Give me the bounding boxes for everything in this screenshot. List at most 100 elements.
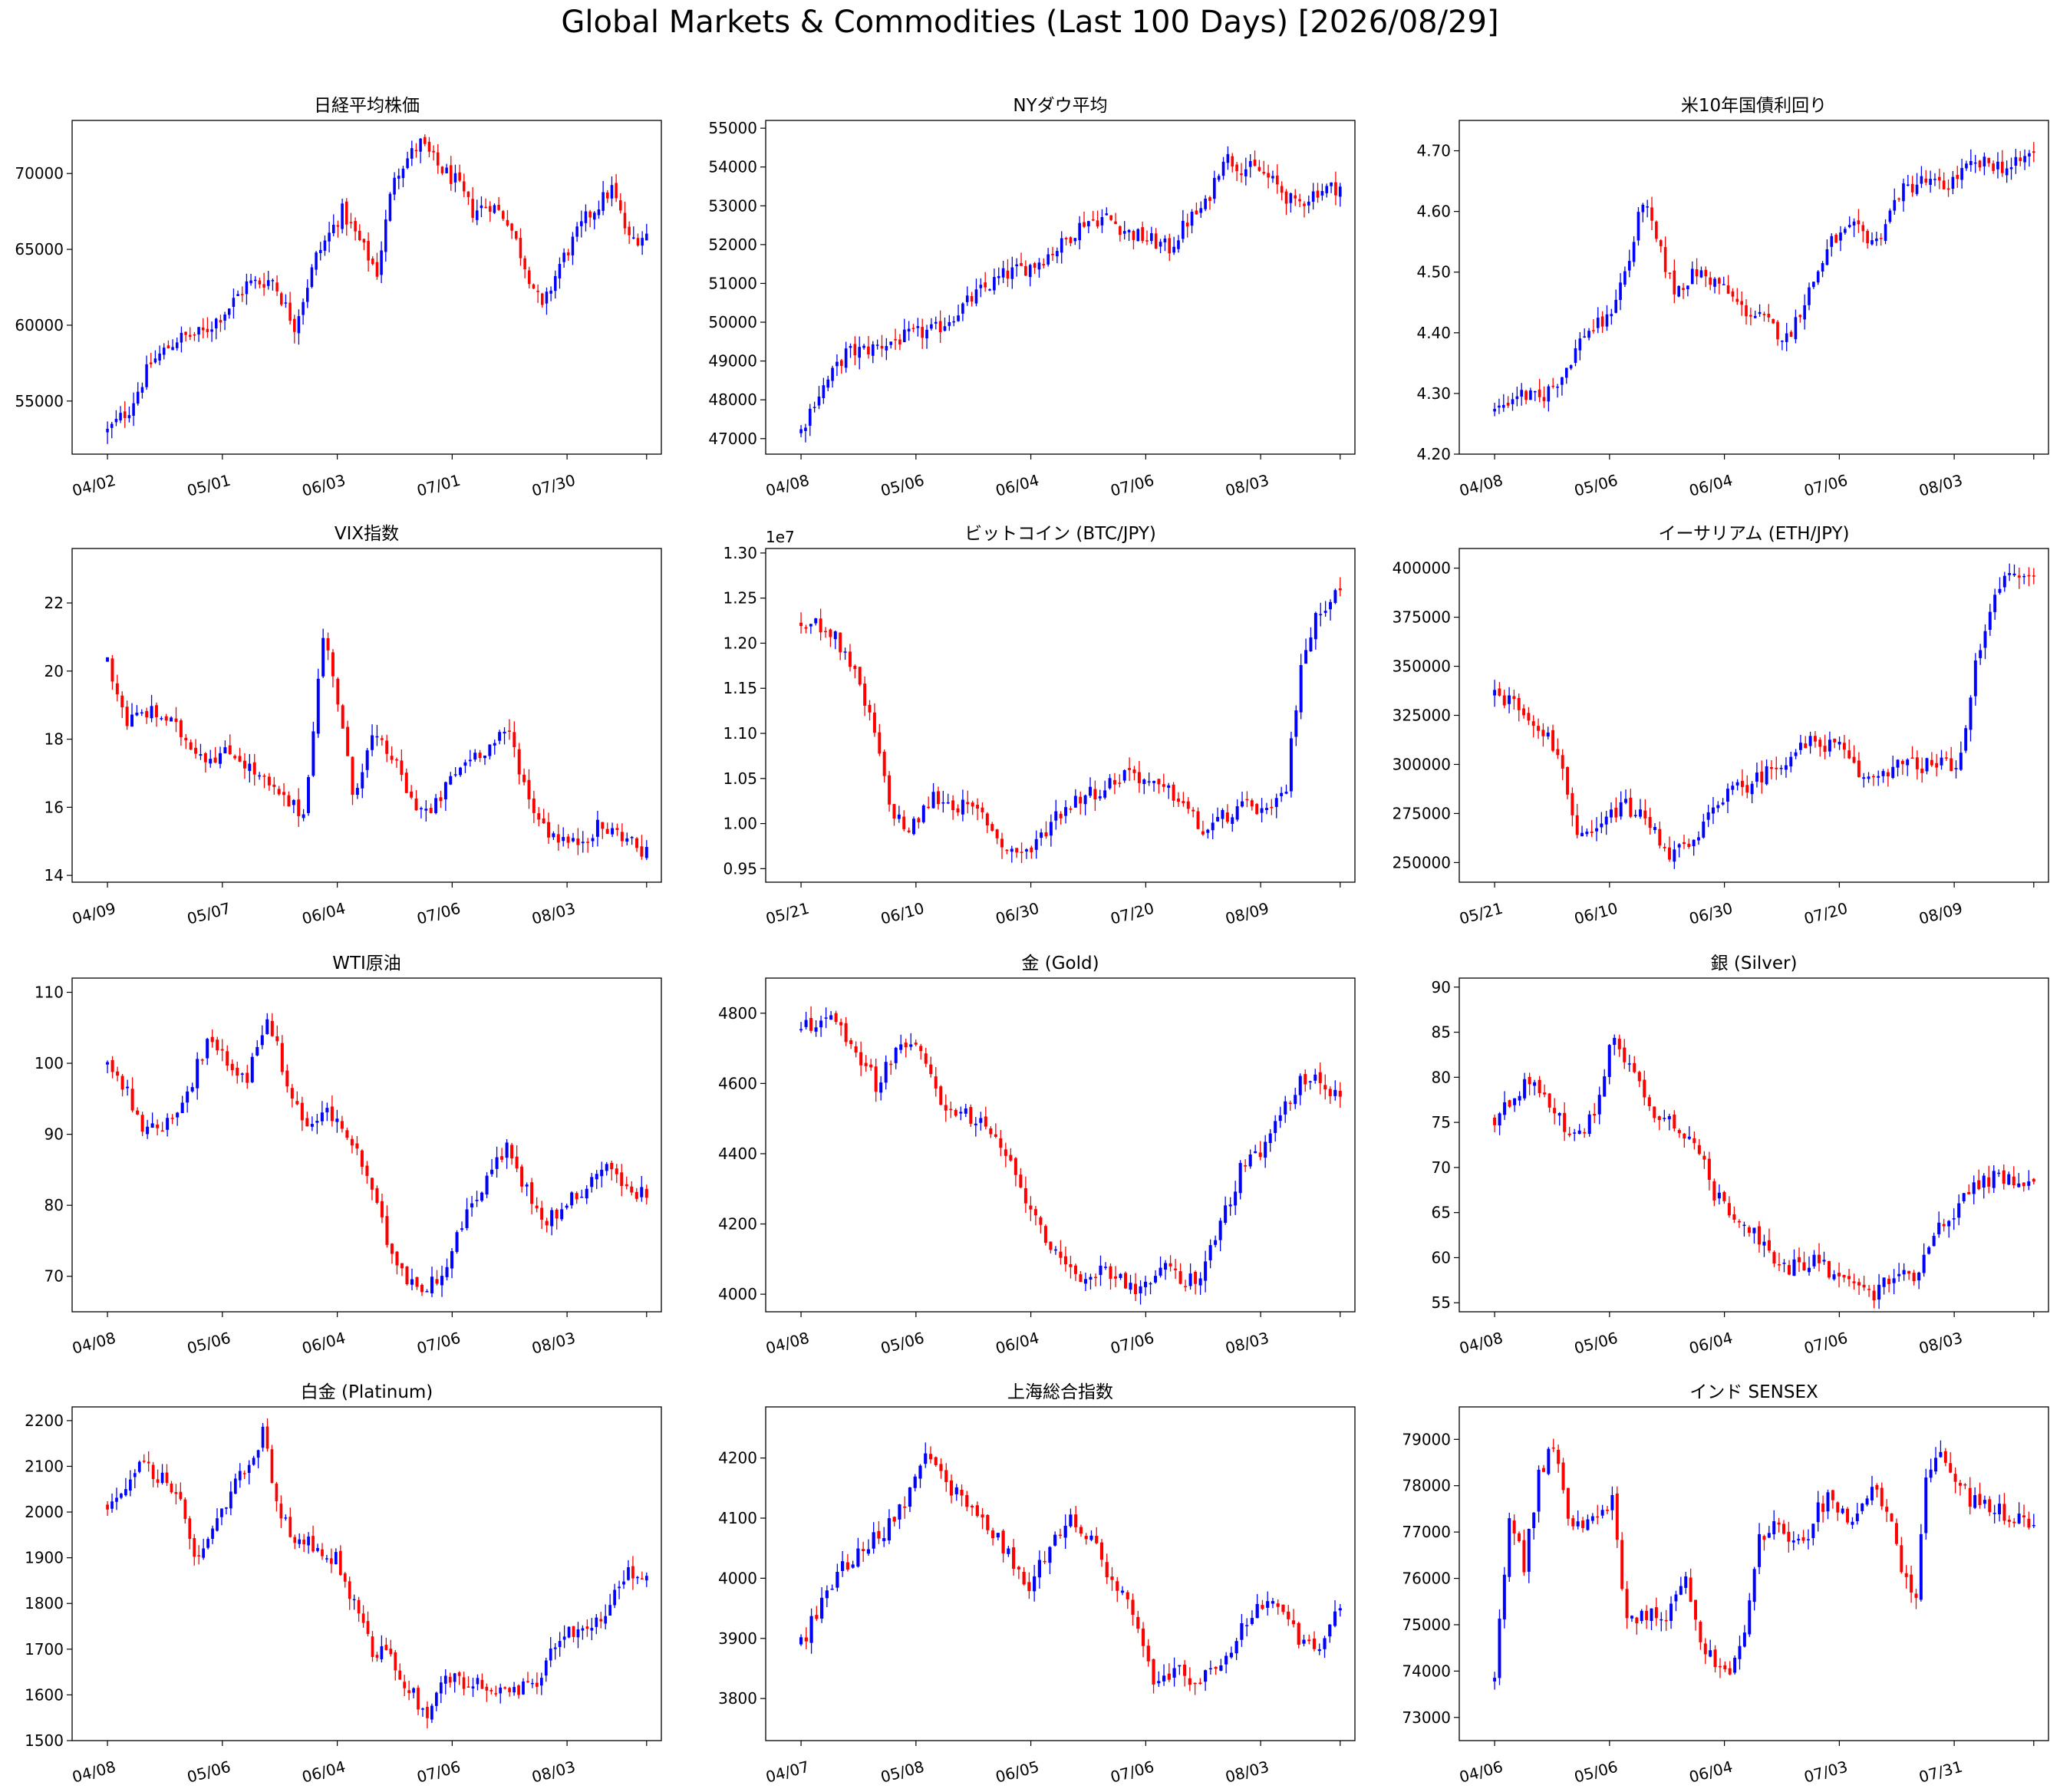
candle-body xyxy=(1015,848,1019,853)
candle-body xyxy=(1785,333,1788,342)
y-tick-label: 65 xyxy=(1432,1204,1451,1222)
candle-body xyxy=(202,1548,205,1558)
candle-body xyxy=(1812,1254,1816,1267)
candle-body xyxy=(580,221,583,226)
candle-body xyxy=(485,1175,489,1195)
candle-body xyxy=(539,1678,543,1686)
candle-body xyxy=(1044,832,1048,837)
y-tick-label: 76000 xyxy=(1402,1570,1451,1588)
candle-body xyxy=(206,328,209,332)
candle-body xyxy=(1745,305,1748,317)
candle-body xyxy=(106,657,110,662)
candle-body xyxy=(1561,755,1564,769)
candle-body xyxy=(1195,210,1198,215)
candle-body xyxy=(1053,1249,1057,1251)
y-tick-label: 3900 xyxy=(718,1629,757,1648)
candle-body xyxy=(799,622,803,627)
candle-body xyxy=(1528,1076,1531,1085)
candles xyxy=(1493,142,2035,417)
candle-body xyxy=(1910,1574,1913,1593)
candle-body xyxy=(470,1203,474,1207)
candle-body xyxy=(1595,828,1598,832)
candle-body xyxy=(975,1505,979,1517)
candle-body xyxy=(331,652,335,677)
candle-body xyxy=(1924,1477,1928,1533)
candle-body xyxy=(405,1266,409,1285)
candle-body xyxy=(1712,807,1715,814)
candle-body xyxy=(1214,1240,1218,1245)
candle-body xyxy=(1304,1074,1307,1085)
candle-body xyxy=(375,1655,379,1658)
candle-body xyxy=(877,1530,881,1539)
candle-body xyxy=(393,177,396,195)
candle-body xyxy=(346,726,350,756)
candle-body xyxy=(262,284,265,288)
y-tick-label: 75 xyxy=(1432,1113,1451,1132)
candle-body xyxy=(505,1142,509,1158)
candle-body xyxy=(1264,1141,1267,1158)
candle-body xyxy=(1188,1273,1192,1286)
candle-body xyxy=(532,798,536,813)
candle-body xyxy=(162,348,166,355)
candle-body xyxy=(1064,807,1068,816)
candle-body xyxy=(260,1035,264,1046)
candle-body xyxy=(924,1053,928,1064)
candle-body xyxy=(1211,822,1215,831)
candle-body xyxy=(1338,1608,1342,1611)
candle-body xyxy=(562,252,565,262)
y-tick-label: 51000 xyxy=(708,274,757,292)
candle-body xyxy=(916,326,920,328)
y-tick-label: 78000 xyxy=(1402,1477,1451,1495)
candle-body xyxy=(1245,799,1249,801)
candle-body xyxy=(293,1537,297,1543)
candle-body xyxy=(1747,1227,1751,1234)
candle-body xyxy=(1669,1603,1673,1621)
x-tick-label: 05/06 xyxy=(878,1329,926,1358)
candle-body xyxy=(466,191,470,197)
candle-body xyxy=(510,223,513,231)
candle-body xyxy=(1821,262,1824,272)
candle-body xyxy=(535,1205,539,1209)
candle-body xyxy=(540,1207,544,1220)
candle-body xyxy=(1262,172,1266,174)
candle-body xyxy=(1095,1536,1099,1543)
candle-body xyxy=(1498,1113,1501,1126)
candle-body xyxy=(156,1124,160,1128)
candle-body xyxy=(1074,1514,1078,1527)
candle-body xyxy=(1064,238,1068,240)
candle-body xyxy=(1338,186,1342,197)
panel-title: 上海総合指数 xyxy=(1007,1382,1113,1402)
candle-body xyxy=(2032,151,2035,153)
candle-body xyxy=(1177,798,1180,802)
y-tick-label: 2200 xyxy=(25,1412,64,1430)
candle-body xyxy=(1196,811,1200,829)
candle-body xyxy=(1060,238,1063,253)
candle-body xyxy=(1334,182,1337,196)
candle-body xyxy=(1973,660,1977,697)
candle-body xyxy=(1610,1494,1614,1510)
candle-body xyxy=(1830,236,1834,247)
candle-body xyxy=(1229,1652,1233,1658)
candle-body xyxy=(2012,1521,2016,1524)
x-tick-label: 04/02 xyxy=(70,471,117,500)
candle-body xyxy=(1959,753,1963,770)
candle-body xyxy=(1660,1619,1663,1621)
candle-body xyxy=(1825,249,1829,265)
candle-body xyxy=(1775,767,1778,769)
x-tick-label: 05/06 xyxy=(1572,471,1620,500)
candle-body xyxy=(875,344,879,346)
candle-body xyxy=(2022,575,2026,578)
candle-body xyxy=(1947,1220,1951,1227)
candle-body xyxy=(1812,282,1815,288)
candle-body xyxy=(1250,1618,1254,1624)
y-tick-label: 80 xyxy=(1432,1068,1451,1086)
candle-body xyxy=(341,705,344,729)
candle-body xyxy=(954,1109,957,1116)
candle-body xyxy=(1493,408,1496,412)
candle-body xyxy=(575,1193,578,1200)
candle-body xyxy=(430,1705,433,1720)
candle-body xyxy=(1787,1531,1791,1542)
candle-body xyxy=(904,1043,908,1048)
plot-frame xyxy=(765,120,1356,455)
